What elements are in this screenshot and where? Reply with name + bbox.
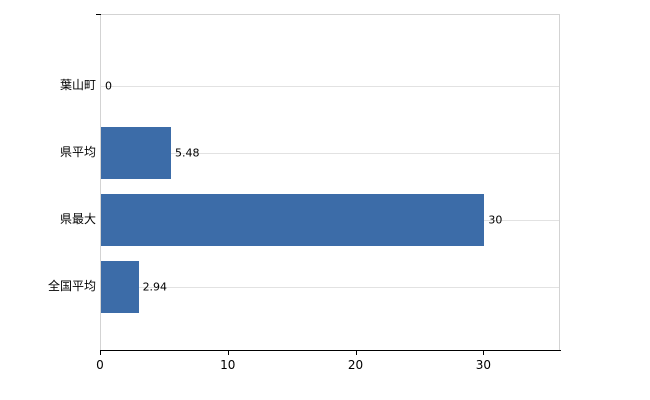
bar-1 <box>101 127 172 179</box>
x-tick-mark <box>355 351 357 355</box>
bar-2 <box>101 194 485 246</box>
category-gridline <box>101 153 559 154</box>
bar-value-label: 0 <box>105 79 112 93</box>
x-tick-mark <box>483 351 485 355</box>
bar-value-label: 2.94 <box>142 280 168 294</box>
x-tick-label: 20 <box>347 358 364 372</box>
x-axis-line <box>100 350 561 351</box>
y-axis-label: 県最大 <box>59 212 96 226</box>
y-axis-label: 葉山町 <box>59 78 96 92</box>
bar-value-label: 30 <box>488 213 503 227</box>
x-tick-label: 30 <box>475 358 491 372</box>
x-tick-mark <box>227 351 229 355</box>
category-gridline <box>101 86 559 87</box>
x-tick-mark <box>100 351 101 355</box>
y-axis-end-tick <box>96 14 101 15</box>
bar-value-label: 5.48 <box>175 146 200 160</box>
y-axis-label: 県平均 <box>59 145 96 159</box>
bar-3 <box>101 261 139 313</box>
x-tick-label: 10 <box>220 358 236 372</box>
y-axis-label: 全国平均 <box>47 279 96 293</box>
x-tick-label: 0 <box>96 358 104 372</box>
plot-area: 0 5.48 30 2.94 <box>100 14 560 350</box>
category-gridline <box>101 287 559 288</box>
